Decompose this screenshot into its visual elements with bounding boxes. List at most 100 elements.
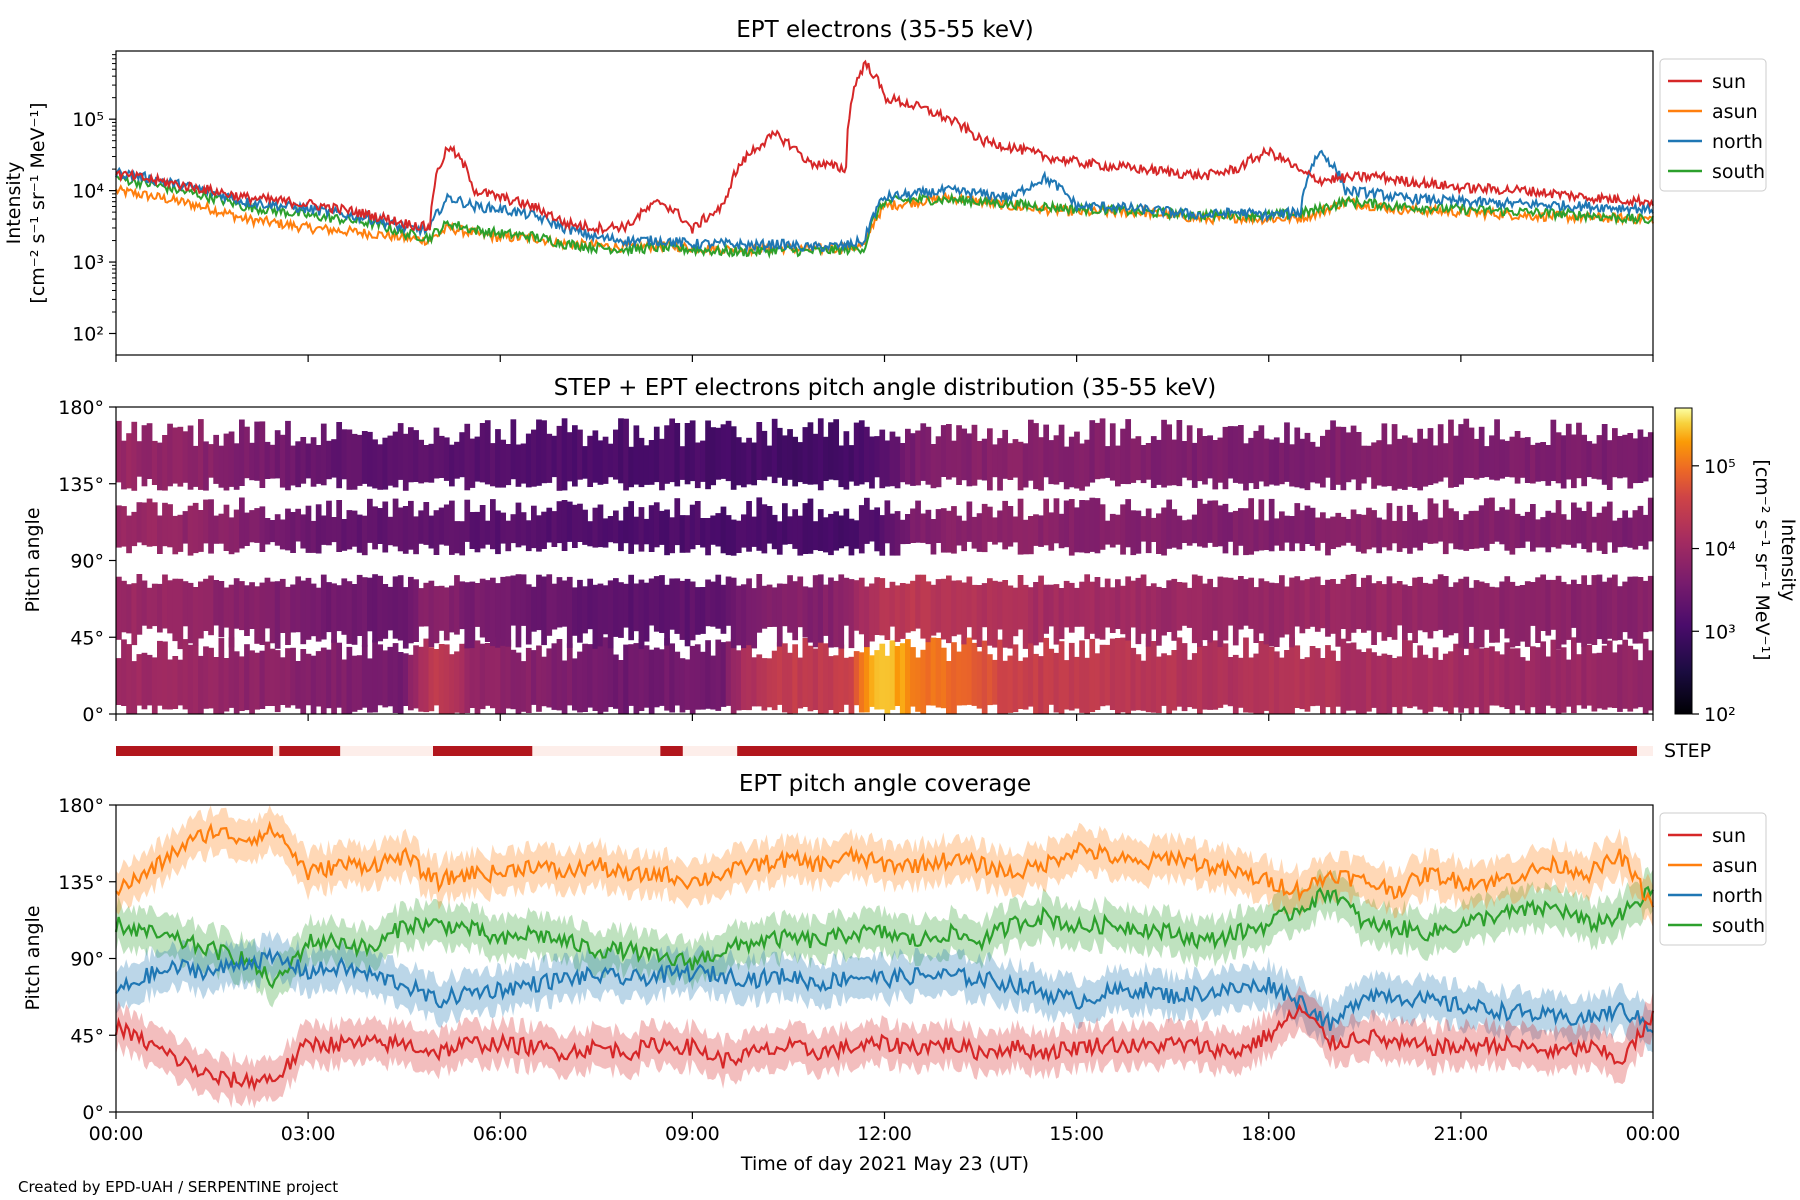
heatmap-cell — [1053, 652, 1060, 713]
heatmap-cell — [1202, 645, 1208, 710]
heatmap-cell — [182, 431, 189, 483]
heatmap-cell — [1458, 424, 1465, 485]
heatmap-cell — [1396, 505, 1403, 552]
heatmap-cell — [633, 583, 640, 632]
heatmap-cell — [1550, 579, 1557, 630]
heatmap-cell — [853, 651, 860, 706]
heatmap-cell — [382, 584, 389, 639]
heatmap-cell — [443, 644, 450, 714]
x-tick-label: 09:00 — [665, 1123, 720, 1145]
heatmap-cell — [1284, 515, 1290, 543]
heatmap-cell — [664, 638, 670, 711]
heatmap-cell — [1243, 443, 1249, 491]
heatmap-cell — [925, 641, 932, 706]
heatmap-cell — [1033, 653, 1039, 714]
heatmap-cell — [879, 429, 886, 489]
heatmap-cell — [1314, 517, 1321, 551]
heatmap-cell — [510, 575, 517, 626]
heatmap-cell — [382, 501, 389, 553]
heatmap-cell — [940, 647, 947, 709]
heatmap-cell — [1191, 574, 1198, 644]
heatmap-cell — [1478, 581, 1485, 648]
heatmap-cell — [1284, 586, 1290, 635]
legend-frame — [1659, 58, 1767, 192]
heatmap-cell — [264, 441, 271, 479]
heatmap-cell — [710, 581, 717, 627]
heatmap-cell — [203, 646, 209, 709]
heatmap-cell — [192, 502, 199, 554]
heatmap-cell — [361, 577, 368, 647]
heatmap-cell — [1002, 500, 1009, 550]
heatmap-cell — [162, 435, 168, 491]
heatmap-cell — [976, 651, 983, 709]
heatmap-cell — [597, 644, 604, 714]
heatmap-cell — [346, 429, 353, 490]
heatmap-cell — [1002, 660, 1009, 714]
heatmap-cell — [720, 584, 727, 634]
heatmap-cell — [1063, 446, 1070, 490]
heatmap-cell — [776, 427, 783, 478]
heatmap-cell — [1453, 643, 1459, 708]
heatmap-cell — [500, 638, 507, 714]
y-tick-label: 0° — [82, 704, 104, 726]
heatmap-cell — [264, 518, 271, 545]
heatmap-cell — [500, 439, 507, 488]
heatmap-cell — [1637, 660, 1644, 708]
heatmap-cell — [1386, 503, 1393, 551]
heatmap-cell — [992, 580, 998, 648]
heatmap-cell — [623, 418, 629, 491]
heatmap-cell — [531, 650, 537, 705]
heatmap-cell — [1494, 587, 1500, 643]
heatmap-cell — [1156, 513, 1162, 554]
heatmap-cell — [833, 655, 840, 714]
step-segment — [660, 746, 683, 756]
heatmap-cell — [1437, 574, 1444, 630]
heatmap-cell — [1571, 502, 1577, 548]
heatmap-cell — [966, 637, 973, 705]
heatmap-cell — [1022, 519, 1029, 555]
heatmap-cell — [1647, 497, 1654, 542]
heatmap-cell — [1079, 443, 1085, 491]
heatmap-cell — [1248, 657, 1255, 713]
heatmap-cell — [823, 643, 829, 714]
heatmap-cell — [187, 425, 194, 490]
heatmap-cell — [259, 421, 266, 488]
legend-label-north: north — [1712, 885, 1763, 907]
heatmap-cell — [618, 520, 624, 552]
heatmap-cell — [1202, 583, 1208, 641]
heatmap-cell — [1058, 641, 1065, 714]
heatmap-cell — [1478, 648, 1485, 714]
heatmap-cell — [1268, 439, 1275, 485]
heatmap-cell — [920, 423, 927, 481]
heatmap-cell — [141, 580, 148, 626]
heatmap-cell — [725, 515, 732, 556]
heatmap-cell — [869, 583, 875, 642]
heatmap-cell — [1079, 640, 1085, 713]
heatmap-cell — [776, 642, 783, 705]
heatmap-cell — [1156, 439, 1162, 485]
heatmap-cell — [1268, 646, 1275, 714]
heatmap-cell — [792, 581, 799, 641]
heatmap-cell — [1391, 658, 1398, 708]
heatmap-cell — [1545, 579, 1552, 636]
heatmap-cell — [689, 420, 696, 482]
heatmap-cell — [259, 650, 266, 709]
heatmap-cell — [1350, 642, 1357, 711]
heatmap-cell — [1463, 418, 1470, 478]
heatmap-cell — [490, 499, 496, 550]
heatmap-cell — [505, 444, 512, 486]
heatmap-cell — [1171, 650, 1178, 711]
legend-label-sun: sun — [1712, 825, 1746, 847]
heatmap-cell — [408, 427, 414, 483]
heatmap-cell — [1314, 576, 1321, 632]
heatmap-cell — [1325, 645, 1331, 708]
heatmap-cell — [157, 640, 163, 706]
heatmap-cell — [1063, 580, 1070, 628]
heatmap-cell — [1115, 445, 1121, 487]
heatmap-cell — [1063, 500, 1070, 548]
heatmap-cell — [536, 645, 542, 712]
heatmap-cell — [162, 574, 168, 629]
heatmap-cell — [889, 581, 896, 627]
heatmap-cell — [889, 513, 896, 556]
heatmap-cell — [449, 585, 455, 633]
